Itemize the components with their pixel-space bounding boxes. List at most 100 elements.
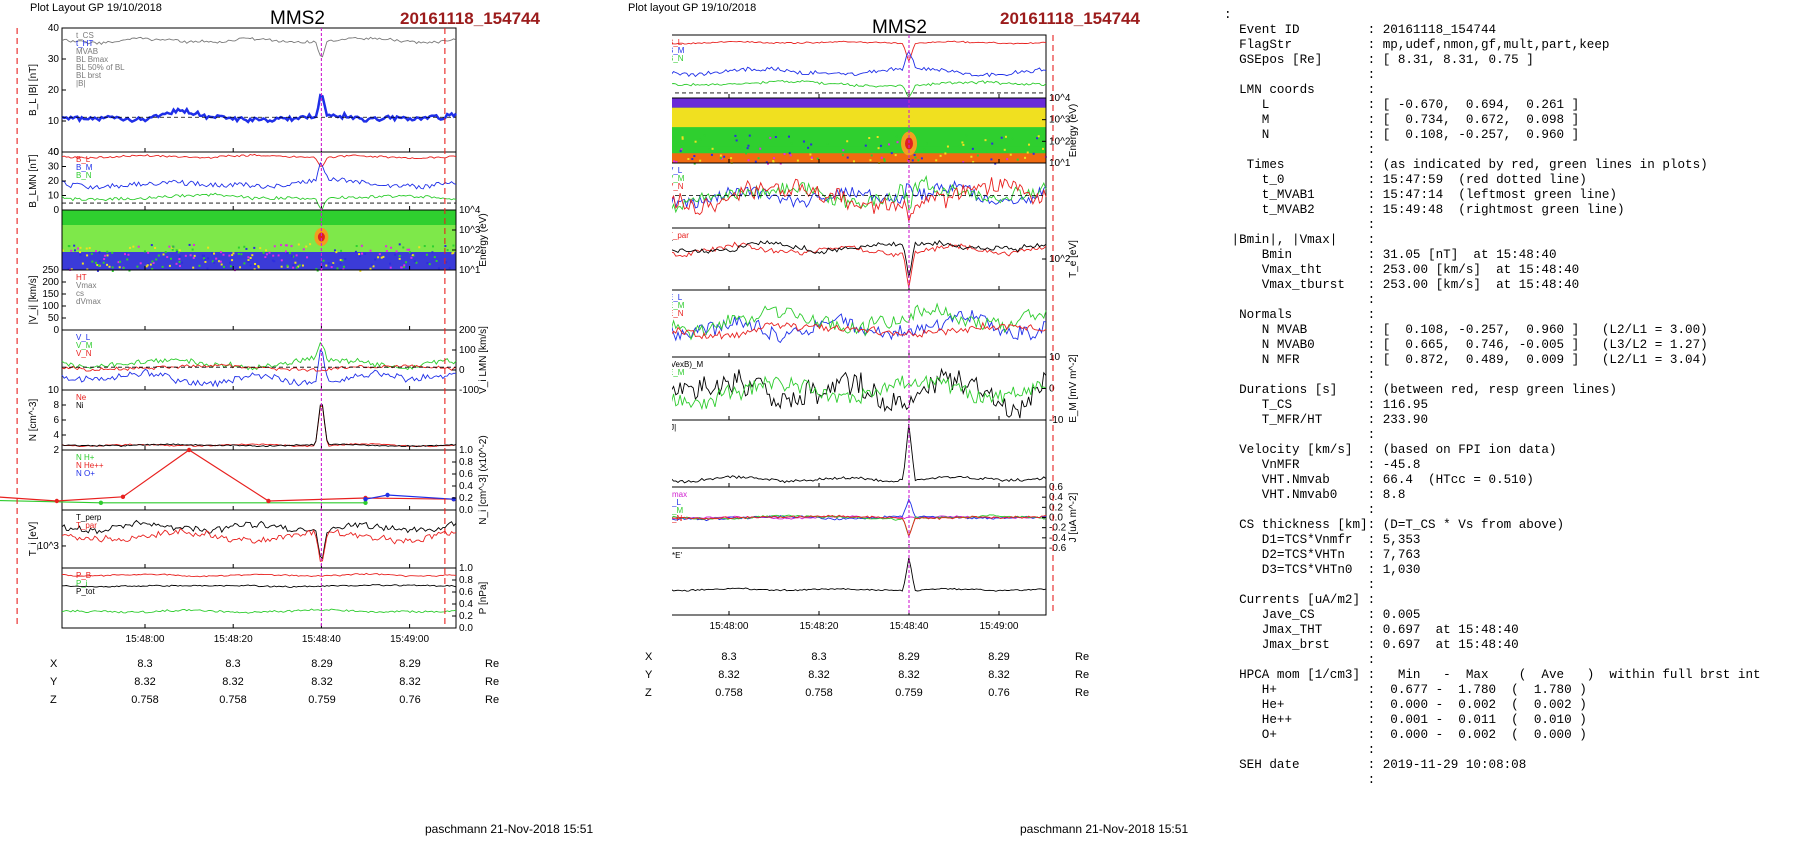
spectrogram-pixel (203, 257, 206, 260)
panel-frame (61, 27, 457, 153)
spectrogram-pixel (204, 259, 207, 262)
legend-entry: BL 50% of BL (76, 63, 125, 72)
ephemeris-value: 8.32 (399, 676, 421, 688)
y-tick-label: 30 (48, 54, 60, 65)
y-tick-label: 0.6 (459, 469, 473, 480)
spectrogram-pixel (1003, 148, 1006, 151)
panel-frame (61, 567, 457, 629)
legend-entry: B_N (76, 171, 92, 180)
series-point (363, 500, 368, 505)
panel-2: -1.0-0.50.00.51.0V_e LMN [km/s](x10^3)V_… (672, 162, 1047, 229)
y-tick-label: 10^2 (1049, 254, 1071, 265)
info-row: VHT.Nmvab0 : 8.8 (1224, 488, 1406, 502)
series-line (61, 93, 457, 124)
y-tick-label: 0.2 (1049, 502, 1063, 513)
ephemeris-value: 8.32 (988, 669, 1010, 681)
spectrogram-pixel (175, 262, 178, 265)
spectrogram-pixel (280, 244, 283, 247)
series-line (61, 349, 457, 388)
spectrogram-hotspot (317, 232, 325, 242)
spectrogram-pixel (108, 265, 111, 268)
spectrogram-pixel (157, 254, 160, 257)
spectrogram-pixel (284, 244, 287, 247)
spectrogram-pixel (890, 152, 893, 155)
spectrogram-pixel (887, 143, 890, 146)
panel-frame (672, 34, 1047, 99)
panel-6: 0.00.20.40.60.81.0 N_i [cm^-3] (x10^-2) N … (0, 435, 489, 525)
series-line (672, 50, 1047, 78)
spectrogram-pixel (699, 138, 702, 141)
ephemeris-value: 8.32 (134, 676, 156, 688)
spectrogram-pixel (262, 251, 265, 254)
y-axis-label: N [cm^-3] (28, 399, 39, 442)
y-tick-label: 10 (48, 385, 60, 396)
spectrogram-pixel (972, 160, 975, 163)
info-row: Currents [uA/m2] : (1224, 593, 1376, 607)
spectrogram-pixel (79, 251, 82, 254)
spectrogram-pixel (96, 264, 99, 267)
spectrogram-band (672, 98, 1046, 108)
spectrogram-pixel (192, 266, 195, 269)
spectrogram-pixel (437, 267, 440, 270)
spectrogram-pixel (295, 254, 298, 257)
spectrogram-pixel (298, 264, 301, 267)
spectrogram-pixel (85, 247, 88, 250)
spectrogram-pixel (766, 162, 769, 165)
spectrogram-pixel (411, 254, 414, 257)
spectrogram-pixel (98, 251, 101, 254)
series-line (61, 36, 457, 58)
series-line (672, 321, 1047, 340)
spectrogram-pixel (150, 244, 153, 247)
spectrogram-pixel (164, 251, 167, 254)
spectrogram-pixel (673, 160, 676, 163)
y-tick-label: 100 (42, 301, 59, 312)
series-line (61, 153, 457, 167)
spectrogram-pixel (767, 137, 770, 140)
spectrogram-pixel (852, 160, 855, 163)
spectrogram-band (62, 210, 456, 225)
spectrogram-pixel (191, 248, 194, 251)
spectrogram-pixel (168, 264, 171, 267)
spectrogram-pixel (175, 249, 178, 252)
spectrogram-pixel (1011, 137, 1014, 140)
spectrogram-pixel (117, 261, 120, 264)
spectrogram-pixel (787, 135, 790, 138)
series-line (61, 519, 457, 560)
spectrogram-pixel (305, 245, 308, 248)
ephemeris-unit: Re (485, 658, 500, 670)
spectrogram-pixel (372, 265, 375, 268)
spectrogram-pixel (295, 266, 298, 269)
spectrogram-pixel (288, 251, 291, 254)
spectrogram-pixel (991, 142, 994, 145)
spectrogram-pixel (229, 265, 232, 268)
series-point (363, 497, 368, 502)
spectrogram-pixel (675, 141, 678, 144)
info-row: D2=TCS*VHTn : 7,763 (1224, 548, 1421, 562)
info-row: L : [ -0.670, 0.694, 0.261 ] (1224, 98, 1580, 112)
legend-entry: P_i (76, 579, 88, 588)
spectrogram-pixel (231, 259, 234, 262)
spectrogram-pixel (341, 259, 344, 262)
info-row: GSEpos [Re] : [ 8.31, 8.31, 0.75 ] (1224, 53, 1534, 67)
spectrogram-pixel (67, 267, 70, 270)
spectrogram-pixel (754, 160, 757, 163)
spectrogram-pixel (364, 252, 367, 255)
spectrogram-pixel (179, 255, 182, 258)
spectrogram-pixel (400, 266, 403, 269)
info-row: Times : (as indicated by red, green line… (1224, 158, 1708, 172)
spectrogram-pixel (673, 136, 676, 139)
panel-frame (672, 419, 1047, 488)
spectrogram-pixel (204, 260, 207, 263)
series-line (0, 449, 454, 502)
ephemeris-value: 8.3 (137, 658, 153, 670)
spectrogram-pixel (780, 134, 783, 137)
info-row: O+ : 0.000 - 0.002 ( 0.000 ) (1224, 728, 1587, 742)
y-axis-label: B_LMN [nT] (28, 154, 39, 208)
spectrogram-pixel (152, 261, 155, 264)
spectrogram-pixel (971, 147, 974, 150)
series-line (672, 79, 1047, 99)
spectrogram-band (672, 153, 1046, 163)
spectrogram-pixel (747, 144, 750, 147)
